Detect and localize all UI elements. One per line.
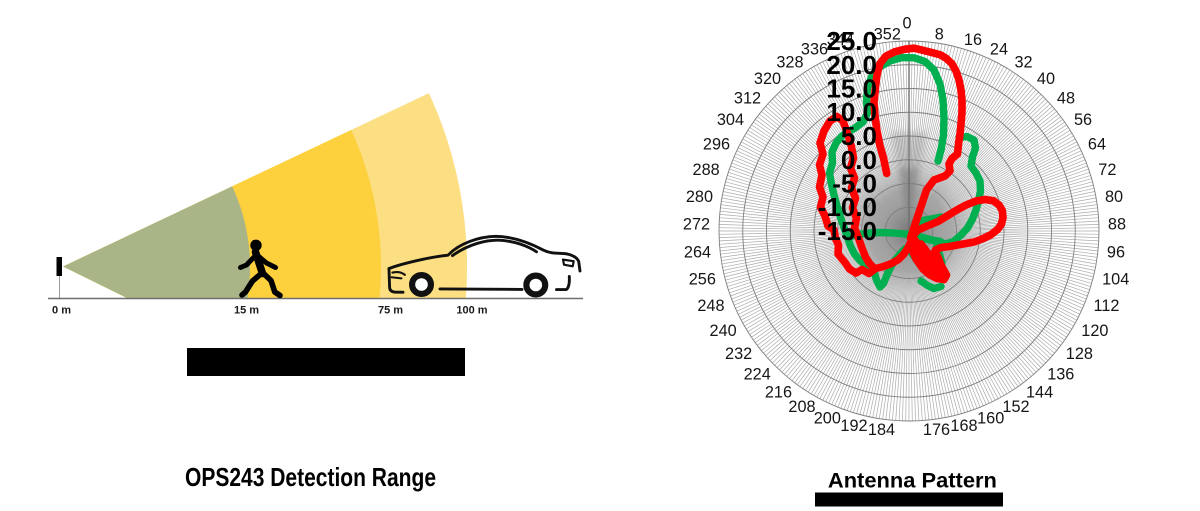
svg-text:8: 8 xyxy=(935,25,944,43)
svg-text:112: 112 xyxy=(1094,297,1120,315)
svg-text:272: 272 xyxy=(683,216,710,234)
svg-text:Antenna Pattern: Antenna Pattern xyxy=(828,470,997,493)
svg-text:200: 200 xyxy=(814,410,841,428)
svg-text:40: 40 xyxy=(1037,70,1055,88)
svg-text:288: 288 xyxy=(693,161,720,179)
svg-text:-15.0: -15.0 xyxy=(818,216,877,246)
svg-text:5.0: 5.0 xyxy=(841,121,877,151)
svg-text:336: 336 xyxy=(801,41,828,59)
svg-text:20.0: 20.0 xyxy=(826,50,877,80)
svg-text:320: 320 xyxy=(754,70,781,88)
svg-text:-5.0: -5.0 xyxy=(832,169,877,199)
svg-text:152: 152 xyxy=(1002,398,1029,416)
svg-text:56: 56 xyxy=(1074,111,1092,129)
svg-text:280: 280 xyxy=(686,188,713,206)
svg-text:296: 296 xyxy=(703,135,730,153)
svg-text:328: 328 xyxy=(776,54,803,72)
svg-text:100 m: 100 m xyxy=(456,305,487,317)
svg-text:248: 248 xyxy=(697,297,724,315)
svg-text:15 m: 15 m xyxy=(234,305,259,317)
svg-text:64: 64 xyxy=(1088,135,1106,153)
svg-text:15.0: 15.0 xyxy=(826,74,877,104)
svg-text:144: 144 xyxy=(1026,384,1053,402)
svg-text:80: 80 xyxy=(1105,188,1123,206)
svg-text:232: 232 xyxy=(725,345,752,363)
svg-text:32: 32 xyxy=(1015,54,1033,72)
svg-text:72: 72 xyxy=(1098,161,1116,179)
svg-text:344: 344 xyxy=(827,31,854,49)
svg-text:96: 96 xyxy=(1107,243,1125,261)
svg-text:312: 312 xyxy=(734,89,761,107)
svg-text:25.0: 25.0 xyxy=(826,26,877,56)
svg-text:304: 304 xyxy=(717,111,744,129)
svg-text:256: 256 xyxy=(689,271,716,289)
svg-text:16: 16 xyxy=(964,31,982,49)
svg-text:OPS243 Detection Range: OPS243 Detection Range xyxy=(185,462,436,492)
svg-text:0 m: 0 m xyxy=(52,305,71,317)
svg-text:0.0: 0.0 xyxy=(841,145,877,175)
svg-text:160: 160 xyxy=(977,410,1004,428)
svg-text:352: 352 xyxy=(874,25,901,43)
svg-text:120: 120 xyxy=(1081,322,1108,340)
svg-text:-10.0: -10.0 xyxy=(818,192,877,222)
svg-text:104: 104 xyxy=(1102,271,1129,289)
svg-text:184: 184 xyxy=(868,421,895,439)
svg-text:24: 24 xyxy=(990,41,1008,59)
svg-text:88: 88 xyxy=(1108,216,1126,234)
svg-text:240: 240 xyxy=(710,322,737,340)
svg-text:192: 192 xyxy=(840,417,867,435)
svg-text:216: 216 xyxy=(765,384,792,402)
svg-text:136: 136 xyxy=(1047,366,1074,384)
svg-text:224: 224 xyxy=(744,366,771,384)
svg-text:75 m: 75 m xyxy=(378,305,403,317)
svg-text:168: 168 xyxy=(950,417,977,435)
svg-text:176: 176 xyxy=(923,421,950,439)
svg-text:0: 0 xyxy=(902,15,911,33)
svg-text:264: 264 xyxy=(684,243,711,261)
svg-text:10.0: 10.0 xyxy=(826,97,877,127)
svg-text:48: 48 xyxy=(1057,89,1075,107)
svg-text:128: 128 xyxy=(1066,345,1093,363)
svg-text:208: 208 xyxy=(788,398,815,416)
